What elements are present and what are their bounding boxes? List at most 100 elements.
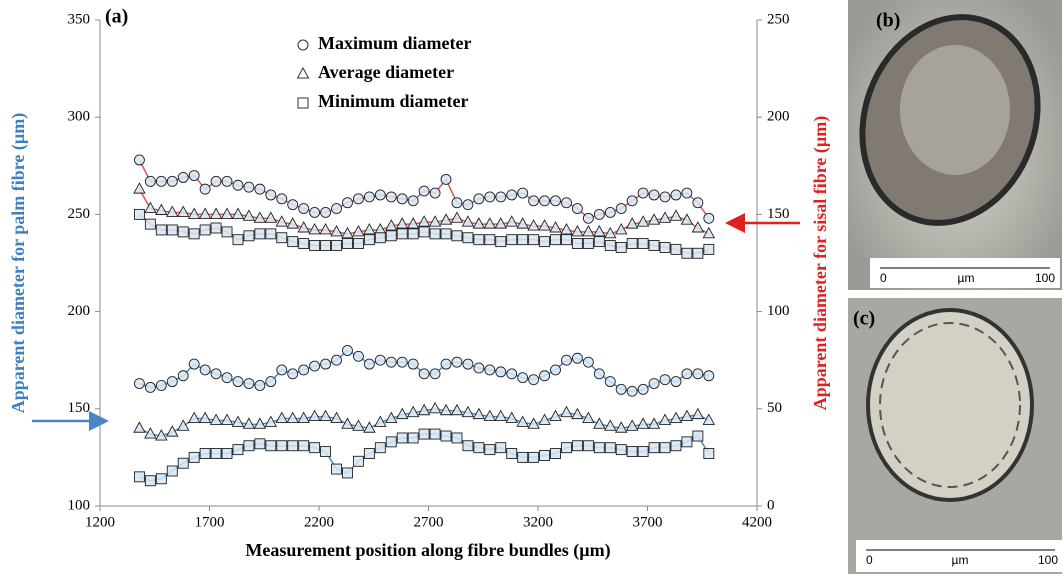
marker [144, 175, 156, 187]
marker [232, 444, 244, 456]
marker [473, 362, 485, 374]
marker [527, 219, 540, 231]
marker [636, 417, 650, 429]
marker [320, 240, 332, 251]
marker [385, 356, 397, 368]
marker [680, 213, 694, 225]
marker [276, 193, 288, 205]
marker [626, 385, 638, 397]
marker [396, 432, 408, 444]
marker [516, 217, 529, 229]
marker [385, 411, 398, 423]
marker [626, 238, 638, 250]
marker [308, 409, 321, 422]
marker [450, 403, 464, 416]
marker [550, 364, 561, 376]
marker [243, 378, 255, 389]
marker [298, 440, 310, 452]
panel-label: (b) [876, 10, 900, 32]
marker [462, 232, 474, 244]
marker [199, 183, 211, 195]
marker [637, 383, 649, 395]
marker [133, 471, 145, 483]
marker [199, 224, 211, 236]
y2-axis-title: Apparent diameter for sisal fibre (µm) [810, 116, 831, 411]
marker [506, 189, 518, 201]
marker [385, 230, 397, 242]
marker [155, 175, 167, 187]
marker [188, 228, 200, 240]
marker [220, 413, 234, 425]
marker [615, 241, 627, 253]
marker [221, 226, 233, 238]
marker [506, 448, 518, 459]
marker [395, 407, 409, 420]
marker [703, 448, 715, 459]
scale-label: 100 [1035, 271, 1055, 285]
marker [692, 368, 704, 380]
marker [242, 209, 256, 221]
marker [352, 419, 365, 431]
marker [495, 236, 507, 248]
scale-label: µm [958, 271, 975, 285]
scale-label: 100 [1038, 553, 1058, 567]
marker [342, 197, 353, 209]
marker [648, 442, 660, 454]
marker [604, 226, 617, 239]
marker [298, 203, 310, 215]
marker [210, 222, 222, 234]
marker [254, 380, 266, 391]
marker [187, 207, 201, 219]
marker [275, 411, 289, 423]
marker [155, 224, 167, 236]
marker [210, 448, 222, 459]
marker [484, 191, 496, 203]
marker [187, 411, 201, 423]
marker [418, 226, 430, 238]
marker [593, 368, 605, 380]
y-tick-label: 200 [68, 303, 91, 319]
marker [484, 234, 496, 246]
marker [363, 421, 376, 433]
marker [319, 223, 332, 235]
marker [331, 240, 342, 251]
marker [593, 208, 605, 220]
marker [506, 234, 518, 246]
legend-label: Average diameter [318, 62, 454, 82]
marker [144, 427, 157, 439]
marker [538, 219, 551, 231]
marker [669, 411, 683, 423]
y2-tick-label: 250 [767, 11, 790, 27]
marker [177, 172, 189, 183]
marker [549, 409, 562, 422]
image-b: (b) 0 µm 100 [848, 0, 1062, 290]
marker [495, 191, 507, 203]
marker [637, 187, 649, 199]
marker [209, 207, 223, 219]
marker [363, 358, 375, 370]
marker [320, 446, 332, 458]
marker [440, 173, 452, 185]
marker [177, 457, 189, 469]
marker [220, 207, 234, 219]
marker [703, 212, 715, 224]
marker [483, 409, 497, 422]
marker [253, 417, 267, 429]
marker [264, 211, 278, 223]
marker [309, 360, 321, 372]
marker [561, 442, 572, 454]
marker [232, 376, 244, 388]
marker [407, 195, 419, 207]
y2-tick-label: 200 [767, 109, 790, 125]
marker [702, 413, 716, 425]
marker [177, 226, 189, 238]
y-tick-label: 150 [68, 400, 91, 416]
marker [286, 411, 299, 423]
marker [593, 442, 605, 454]
marker [495, 442, 507, 454]
marker [439, 213, 453, 225]
x-tick-label: 2200 [304, 514, 334, 530]
marker [363, 234, 375, 246]
marker [407, 228, 419, 240]
marker [296, 66, 310, 79]
